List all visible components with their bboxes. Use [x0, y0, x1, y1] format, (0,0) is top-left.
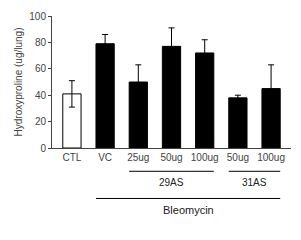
svg-text:Hydroxyproline (ug/lung): Hydroxyproline (ug/lung) [13, 28, 24, 137]
svg-text:31AS: 31AS [242, 177, 267, 188]
svg-text:60: 60 [35, 63, 47, 74]
svg-text:100ug: 100ug [191, 152, 219, 163]
svg-text:100: 100 [29, 11, 46, 22]
svg-text:0: 0 [40, 143, 46, 154]
svg-text:CTL: CTL [62, 152, 81, 163]
svg-text:29AS: 29AS [159, 177, 184, 188]
svg-text:50ug: 50ug [160, 152, 182, 163]
svg-text:100ug: 100ug [257, 152, 285, 163]
svg-text:50ug: 50ug [227, 152, 249, 163]
svg-text:80: 80 [35, 37, 47, 48]
svg-text:40: 40 [35, 90, 47, 101]
svg-text:25ug: 25ug [127, 152, 149, 163]
svg-text:VC: VC [98, 152, 112, 163]
svg-text:Bleomycin: Bleomycin [163, 204, 214, 216]
svg-text:20: 20 [35, 116, 47, 127]
